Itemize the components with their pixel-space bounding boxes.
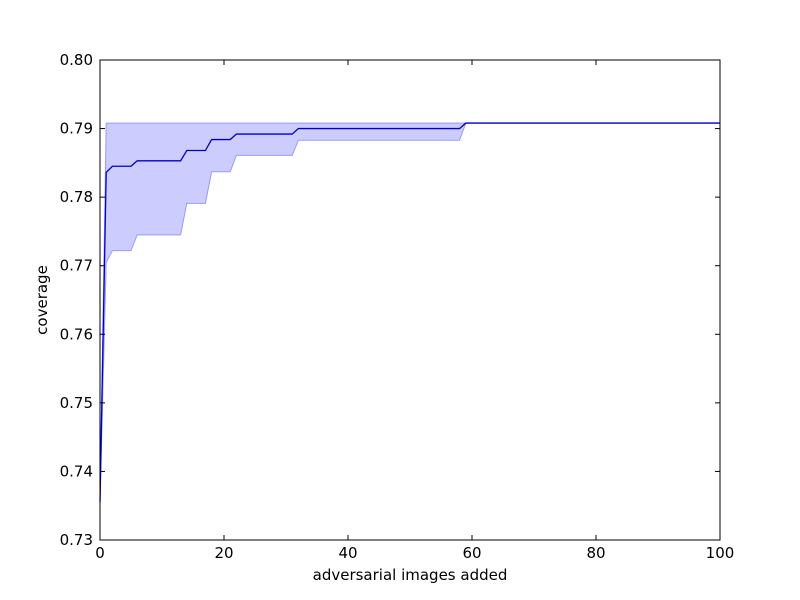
- y-tick-label: 0.78: [60, 188, 93, 206]
- x-tick-label: 0: [95, 544, 105, 562]
- y-axis-ticks: 0.73 0.74 0.75 0.76 0.77 0.78 0.79 0.80: [60, 51, 720, 549]
- x-tick-label: 100: [706, 544, 735, 562]
- x-tick-label: 80: [586, 544, 605, 562]
- x-axis-label: adversarial images added: [313, 566, 508, 584]
- plot-frame: [99, 59, 721, 541]
- x-tick-label: 60: [462, 544, 481, 562]
- y-tick-label: 0.77: [60, 257, 93, 275]
- y-tick-label: 0.79: [60, 120, 93, 138]
- y-tick-label: 0.75: [60, 394, 93, 412]
- y-axis-label: coverage: [33, 265, 51, 335]
- x-tick-label: 20: [214, 544, 233, 562]
- y-tick-label: 0.76: [60, 325, 93, 343]
- y-tick-label: 0.73: [60, 531, 93, 549]
- x-tick-label: 40: [338, 544, 357, 562]
- series-line-layer: [99, 122, 720, 503]
- x-axis-ticks: 0 20 40 60 80 100: [95, 60, 734, 562]
- series-line: [99, 122, 720, 503]
- y-tick-label: 0.74: [60, 462, 93, 480]
- y-tick-label: 0.80: [60, 51, 93, 69]
